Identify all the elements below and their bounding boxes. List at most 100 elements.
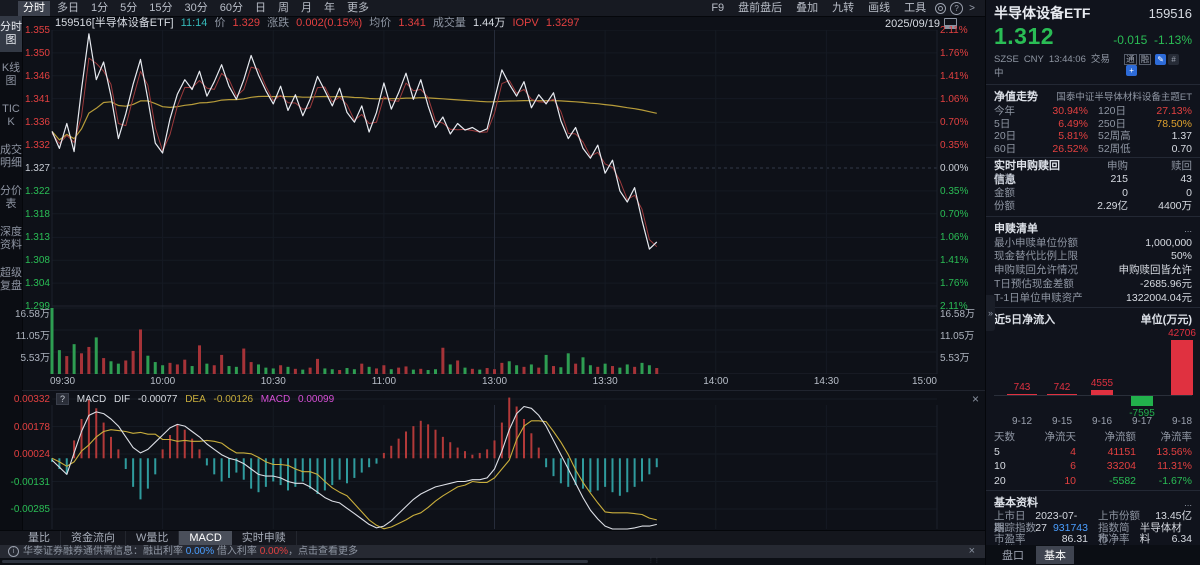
sidebar: 分时图 K线图 TICK 成交明细分价表深度资料超级复盘 xyxy=(0,16,23,530)
more-icon[interactable]: ... xyxy=(1184,223,1192,235)
toolbar-period-15分[interactable]: 15分 xyxy=(149,1,173,14)
nav-cell: 20日 5.81% xyxy=(994,130,1088,143)
flow-table-row: 10 6 33204 11.31% xyxy=(994,459,1192,474)
flow-table: 天数 净流天 净流额 净流率 5 4 41151 13.56% 10 6 33204 11.31% 20… xyxy=(986,430,1200,488)
sidebar-item-分时图[interactable]: 分时图 xyxy=(0,16,22,52)
indicator-tab-量比[interactable]: 量比 xyxy=(18,531,61,545)
indicator-tab-MACD[interactable]: MACD xyxy=(179,531,232,545)
toolbar-period-1分[interactable]: 1分 xyxy=(91,1,109,14)
flow-header-天数: 天数 xyxy=(994,431,1015,444)
purchase-label: 笔数 xyxy=(994,173,1015,185)
margin-badge-rong: 融 xyxy=(1138,54,1152,65)
panel-tab-基本[interactable]: 基本 xyxy=(1036,546,1074,564)
sidebar-item-K线图[interactable]: K线图 xyxy=(1,62,21,87)
pct-tick-right: 1.76% xyxy=(940,278,969,290)
list-section-title[interactable]: 申赎清单 xyxy=(994,222,1038,235)
sidebar-item-成交明细[interactable]: 成交明细 xyxy=(0,144,22,169)
status-bar[interactable]: i 华泰证券融券通供需信息：融出利率 0.00% 借入利率 0.00%，点击查看更… xyxy=(0,545,985,558)
toolbar-period-分时[interactable]: 分时 xyxy=(18,0,50,16)
status-close-icon[interactable]: × xyxy=(968,545,975,557)
nav-section-title[interactable]: 净值走势 xyxy=(994,91,1038,103)
macd-tick: 0.00178 xyxy=(13,421,50,433)
list-label: 现金替代比例上限 xyxy=(994,250,1078,263)
macd-value-label: MACD xyxy=(260,394,291,405)
toolbar-tool-叠加[interactable]: 叠加 xyxy=(796,1,819,14)
list-row: 现金替代比例上限 50% xyxy=(986,250,1200,264)
pct-tick-right: 2.11% xyxy=(940,301,968,312)
panel-tabs: 盘口 基本 xyxy=(986,545,1200,565)
inflow-unit: 单位(万元) xyxy=(1140,314,1192,327)
toolbar-period-年[interactable]: 年 xyxy=(324,1,335,14)
macd-value: 0.00099 xyxy=(298,394,335,405)
toolbar-tool-九转[interactable]: 九转 xyxy=(832,1,855,14)
sidebar-item-分价表[interactable]: 分价表 xyxy=(0,185,22,210)
purchase-col: 申购 xyxy=(1107,160,1128,172)
pct-tick-right: 0.35% xyxy=(940,140,969,152)
chevron-right-icon[interactable]: > xyxy=(969,2,975,14)
inflow-value: 42706 xyxy=(1168,328,1196,340)
time-tick-10:30: 10:30 xyxy=(260,376,286,387)
price-tick-left: 1.313 xyxy=(24,232,50,244)
last-price: 1.312 xyxy=(994,23,1055,49)
exchange-info: SZSE CNY 13:44:06 交易中 xyxy=(994,51,1124,79)
toolbar-period-5分[interactable]: 5分 xyxy=(120,1,138,14)
panel-tab-盘口[interactable]: 盘口 xyxy=(1002,550,1024,562)
indicator-tab-实时申赎[interactable]: 实时申赎 xyxy=(232,531,297,545)
price-tick-left: 1.322 xyxy=(24,185,50,197)
close-icon[interactable]: × xyxy=(971,392,979,406)
scrollbar-handle[interactable] xyxy=(2,560,588,563)
rate-in: 0.00% xyxy=(259,546,289,557)
basic-section-title[interactable]: 基本资料 xyxy=(994,497,1038,510)
horizontal-scrollbar[interactable]: ⋮⋮ xyxy=(0,558,985,565)
basic-more-icon[interactable]: ... xyxy=(1184,498,1192,510)
inflow-date: 9-12 xyxy=(1011,416,1032,428)
iopv-label: IOPV xyxy=(512,17,539,29)
toolbar-period-日[interactable]: 日 xyxy=(255,1,266,14)
change-pct: -1.13% xyxy=(1153,33,1192,47)
list-row: 申购赎回允许情况 申购赎回皆允许 xyxy=(986,264,1200,278)
toolbar-tool-F9[interactable]: F9 xyxy=(711,1,725,14)
toolbar-tool-工具[interactable]: 工具 xyxy=(904,1,927,14)
scrollbar-grip[interactable]: ⋮⋮ xyxy=(648,558,660,564)
list-label: 最小申赎单位份额 xyxy=(994,236,1078,249)
toolbar-period-周[interactable]: 周 xyxy=(278,1,289,14)
toolbar-period-月[interactable]: 月 xyxy=(301,1,312,14)
add-icon[interactable]: + xyxy=(1126,65,1138,76)
price-tick-left: 1.327 xyxy=(24,163,50,174)
toolbar-period-30分[interactable]: 30分 xyxy=(184,1,208,14)
basic-cell: 上市日期 2023-07-27 xyxy=(994,511,1088,534)
macd-title[interactable]: MACD xyxy=(76,394,107,405)
toolbar-period-多日[interactable]: 多日 xyxy=(57,1,79,14)
help-icon[interactable]: ? xyxy=(56,393,70,405)
time-tick-09:30: 09:30 xyxy=(50,376,76,387)
sidebar-item-超级复盘[interactable]: 超级复盘 xyxy=(0,267,22,292)
panel-collapse-icon[interactable]: » xyxy=(986,295,995,331)
list-value: -2685.96元 xyxy=(1140,277,1192,290)
indicator-tab-资金流向[interactable]: 资金流向 xyxy=(61,531,126,545)
purchase-label: 金额 xyxy=(994,186,1015,199)
help-icon[interactable]: ? xyxy=(950,1,964,15)
purchase-section-title: 实时申购赎回信息 xyxy=(994,160,1060,186)
nav-row: 5日 6.49% 250日 78.50% xyxy=(986,118,1200,131)
edit-icon[interactable]: ✎ xyxy=(1155,54,1167,65)
nav-label: 5日 xyxy=(994,117,1011,130)
toolbar-tool-盘前盘后[interactable]: 盘前盘后 xyxy=(738,1,783,14)
volume-tick-left: 16.58万 xyxy=(14,309,50,321)
price-tick-left: 1.346 xyxy=(24,70,50,82)
quote-panel: » 半导体设备ETF 159516 1.312 -0.015 -1.13% SZ… xyxy=(985,0,1200,565)
list-value: 1322004.04元 xyxy=(1126,291,1192,304)
toolbar-period-60分[interactable]: 60分 xyxy=(219,1,243,14)
inflow-value: -7595 xyxy=(1129,408,1155,420)
indicator-tab-W量比[interactable]: W量比 xyxy=(126,531,180,545)
toolbar-tool-画线[interactable]: 画线 xyxy=(868,1,891,14)
sidebar-item-深度资料[interactable]: 深度资料 xyxy=(0,226,22,251)
sidebar-item-TICK[interactable]: TICK xyxy=(2,103,20,128)
toolbar-period-更多[interactable]: 更多 xyxy=(347,1,369,14)
gear-icon[interactable] xyxy=(935,2,947,14)
macd-header: ? MACD DIF -0.00077 DEA -0.00126 MACD 0.… xyxy=(56,393,339,405)
chart-date: 2025/09/19 xyxy=(885,17,985,30)
monitor-icon[interactable] xyxy=(944,18,958,29)
grid-icon[interactable]: # xyxy=(1168,54,1180,65)
basic-row: 市盈率 86.31 市净率 6.34 xyxy=(986,533,1200,545)
